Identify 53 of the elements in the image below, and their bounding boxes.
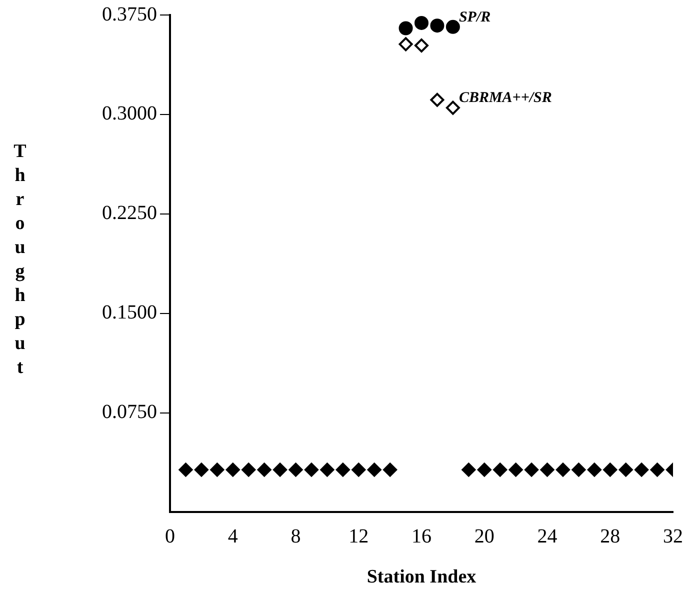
point bbox=[352, 462, 366, 477]
x-tick-label: 28 bbox=[600, 525, 620, 548]
x-tick-label: 12 bbox=[348, 525, 369, 548]
series-label: SP/R bbox=[458, 9, 491, 26]
point bbox=[556, 462, 570, 477]
point bbox=[210, 462, 224, 477]
x-tick-label: 20 bbox=[474, 525, 494, 548]
point bbox=[540, 462, 554, 477]
point bbox=[194, 462, 208, 477]
point bbox=[462, 462, 476, 477]
point bbox=[320, 462, 334, 477]
point bbox=[398, 21, 413, 36]
point bbox=[414, 16, 428, 30]
y-tick-label: 0.1500 bbox=[102, 302, 157, 324]
point bbox=[273, 462, 288, 477]
x-tick-label: 32 bbox=[663, 525, 683, 548]
point bbox=[288, 462, 303, 477]
x-tick-label: 16 bbox=[412, 525, 432, 548]
y-tick-label: 0.0750 bbox=[102, 401, 157, 424]
y-tick-label: 0.2250 bbox=[102, 202, 157, 224]
point bbox=[242, 462, 256, 477]
point bbox=[304, 462, 318, 477]
point bbox=[383, 462, 398, 477]
point bbox=[587, 462, 602, 477]
point bbox=[430, 18, 444, 33]
text: Throughput bbox=[14, 141, 26, 378]
point bbox=[477, 462, 492, 477]
y-tick-label: 0.3750 bbox=[102, 3, 157, 26]
point bbox=[178, 462, 193, 477]
point bbox=[603, 462, 618, 477]
x-axis-title: Station Index bbox=[366, 566, 477, 588]
x-tick-label: 4 bbox=[228, 525, 238, 548]
point bbox=[398, 37, 413, 52]
point bbox=[430, 92, 444, 107]
point bbox=[508, 462, 523, 477]
point bbox=[634, 462, 649, 477]
point bbox=[572, 462, 586, 477]
x-tick-label: 24 bbox=[537, 525, 558, 548]
point bbox=[336, 462, 350, 477]
point bbox=[650, 462, 664, 477]
point bbox=[618, 462, 633, 477]
point bbox=[446, 100, 460, 115]
x-tick-label: 0 bbox=[165, 525, 175, 548]
point bbox=[524, 462, 539, 477]
point bbox=[226, 462, 240, 477]
series-label: CBRMA++/SR bbox=[458, 90, 552, 106]
point bbox=[493, 462, 508, 477]
y-tick-label: 0.3000 bbox=[102, 102, 157, 125]
point bbox=[414, 38, 428, 52]
point bbox=[257, 462, 272, 477]
x-tick-label: 8 bbox=[290, 525, 301, 548]
point bbox=[367, 462, 382, 477]
point bbox=[446, 20, 460, 34]
